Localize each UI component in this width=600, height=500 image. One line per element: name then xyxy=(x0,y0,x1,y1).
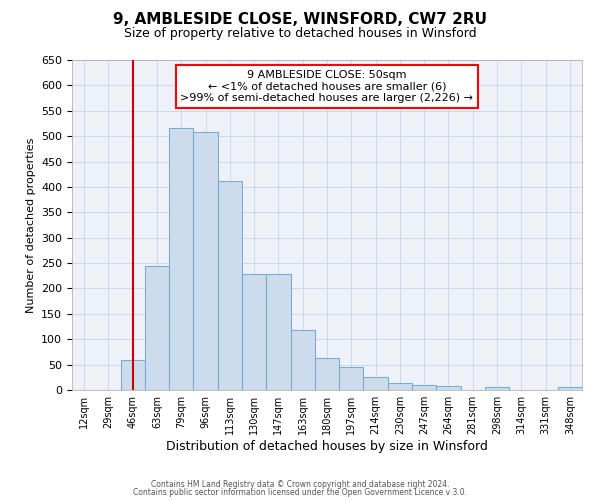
Bar xyxy=(558,388,582,390)
Text: Size of property relative to detached houses in Winsford: Size of property relative to detached ho… xyxy=(124,28,476,40)
Y-axis label: Number of detached properties: Number of detached properties xyxy=(26,138,35,312)
Bar xyxy=(485,388,509,390)
Bar xyxy=(388,384,412,390)
X-axis label: Distribution of detached houses by size in Winsford: Distribution of detached houses by size … xyxy=(166,440,488,453)
Bar xyxy=(290,330,315,390)
Bar xyxy=(169,128,193,390)
Bar xyxy=(266,274,290,390)
Bar xyxy=(412,385,436,390)
Bar xyxy=(339,367,364,390)
Bar xyxy=(364,378,388,390)
Text: Contains HM Land Registry data © Crown copyright and database right 2024.: Contains HM Land Registry data © Crown c… xyxy=(151,480,449,489)
Bar xyxy=(436,386,461,390)
Bar xyxy=(145,266,169,390)
Bar xyxy=(315,358,339,390)
Text: 9, AMBLESIDE CLOSE, WINSFORD, CW7 2RU: 9, AMBLESIDE CLOSE, WINSFORD, CW7 2RU xyxy=(113,12,487,28)
Bar xyxy=(121,360,145,390)
Text: Contains public sector information licensed under the Open Government Licence v : Contains public sector information licen… xyxy=(133,488,467,497)
Bar xyxy=(242,274,266,390)
Text: 9 AMBLESIDE CLOSE: 50sqm
← <1% of detached houses are smaller (6)
>99% of semi-d: 9 AMBLESIDE CLOSE: 50sqm ← <1% of detach… xyxy=(181,70,473,103)
Bar xyxy=(218,181,242,390)
Bar xyxy=(193,132,218,390)
